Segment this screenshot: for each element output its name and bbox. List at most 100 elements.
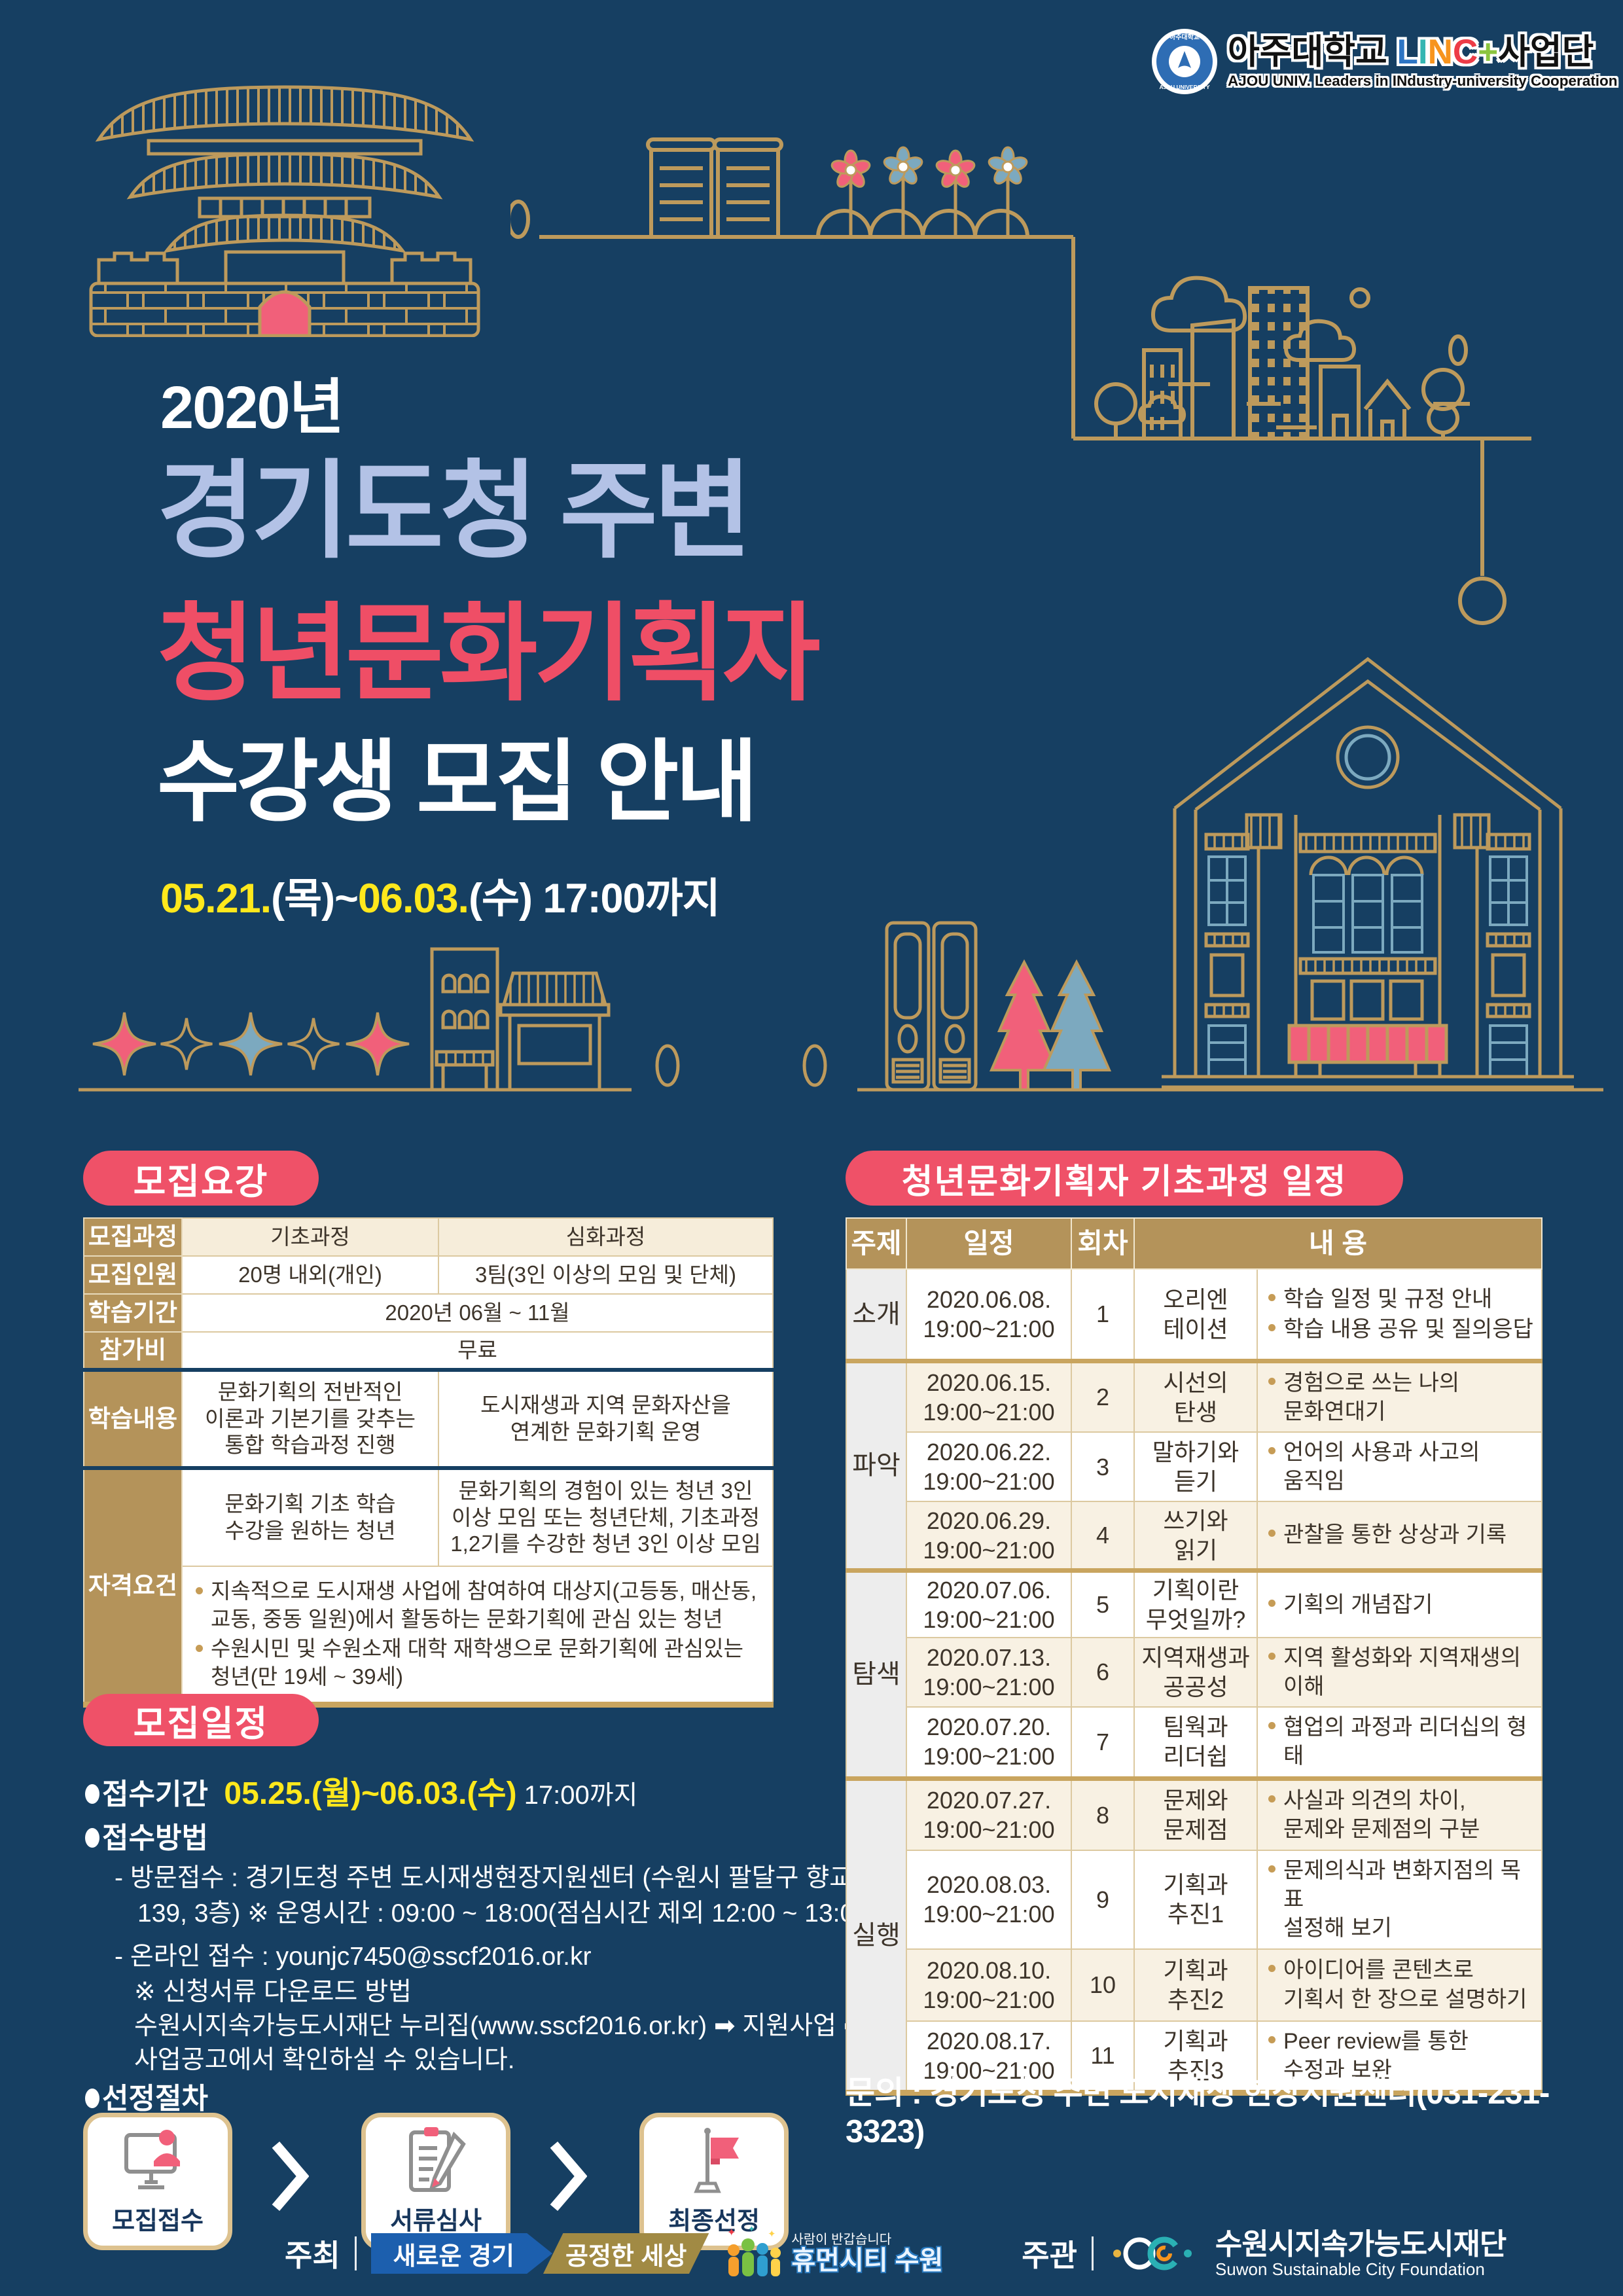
- recruit-heading-pill: 모집요강: [83, 1151, 319, 1206]
- chevron-right-icon: [550, 2141, 587, 2212]
- content-cell: 기획의 개념잡기: [1256, 1568, 1543, 1638]
- svg-text:✦: ✦: [768, 2229, 776, 2240]
- table-row: 실행 2020.07.27. 19:00~21:00 8 문제와 문제점 사실과…: [846, 1776, 1543, 2094]
- footer: 주최 새로운 경기 공정한 세상 ✦ ✦ ✦ 사람이 반갑습니다 휴먼시티 수원…: [0, 2211, 1623, 2296]
- title-cell: 오리엔 테이션: [1133, 1268, 1258, 1361]
- svg-text:AJOU UNIVERSITY: AJOU UNIVERSITY: [1160, 84, 1210, 90]
- table-cell: 2020년 06월 ~ 11월: [181, 1293, 774, 1333]
- row-label: 학습내용: [83, 1368, 183, 1469]
- download-line2: 수원시지속가능도시재단 누리집(www.sscf2016.or.kr) ➡ 지원…: [134, 2012, 865, 2040]
- bullet-dot-icon: [1268, 1599, 1275, 1607]
- title-cell: 기획이란 무엇일까?: [1133, 1568, 1258, 1638]
- bullet-dot-icon: [1268, 1293, 1275, 1301]
- table-cell: 문화기획 기초 학습 수강을 원하는 청년: [181, 1466, 439, 1567]
- title-cell: 말하기와 듣기: [1133, 1431, 1258, 1503]
- table-row: 2020.06.22. 19:00~21:00 3 말하기와 듣기 언어의 사용…: [846, 1431, 1543, 1503]
- bullet-dot-icon: [1268, 1530, 1275, 1537]
- content-cell: 문제의식과 변화지점의 목표 설정해 보기: [1256, 1850, 1543, 1950]
- date-cell: 2020.06.08. 19:00~21:00: [906, 1268, 1072, 1361]
- top-deco-illustration: [507, 134, 1610, 674]
- divider: [354, 2236, 357, 2270]
- apply-method-line: 접수방법: [85, 1814, 208, 1856]
- no-cell: 11: [1071, 2020, 1135, 2094]
- bullet-dot-icon: [1268, 1865, 1275, 1873]
- table-cell: 도시재생과 지역 문화자산을 연계한 문화기획 운영: [438, 1368, 774, 1469]
- step-label: 모집접수: [112, 2208, 204, 2235]
- date-cell: 2020.06.15. 19:00~21:00: [906, 1358, 1072, 1433]
- table-row: 모집인원 20명 내외(개인) 3팀(3인 이상의 모임 및 단체): [83, 1255, 774, 1295]
- hwaseong-gate-illustration: [75, 56, 494, 340]
- title-line-recruit: 수강생 모집 안내: [157, 732, 758, 833]
- date-cell: 2020.08.17. 19:00~21:00: [906, 2020, 1072, 2094]
- table-cell: 문화기획의 경험이 있는 청년 3인 이상 모임 또는 청년단체, 기초과정 1…: [438, 1466, 774, 1567]
- table-cell: 심화과정: [438, 1217, 774, 1257]
- no-cell: 6: [1071, 1636, 1135, 1708]
- visit-apply-line2: 139, 3층) ※ 운영시간 : 09:00 ~ 18:00(점심시간 제외 …: [137, 1899, 877, 1928]
- row-label: 참가비: [83, 1331, 183, 1371]
- logo-title: 아주대학교 LINC+사업단: [1228, 33, 1594, 72]
- ajou-seal-icon: 아주대학교 AJOU UNIVERSITY 1973: [1150, 27, 1219, 96]
- table-row: 탐색 2020.07.06. 19:00~21:00 5 기획이란 무엇일까? …: [846, 1568, 1543, 1779]
- humancity-people-icon: ✦ ✦ ✦: [727, 2225, 781, 2276]
- step-box-apply: 모집접수: [83, 2113, 232, 2250]
- contact-line: 문의 : 경기도청 주변 도시재생 현장지원센터(031-231-3323): [846, 2075, 1550, 2149]
- table-row: 모집과정 기초과정 심화과정: [83, 1217, 774, 1257]
- table-row: 학습내용 문화기획의 전반적인 이론과 기본기를 갖추는 통합 학습과정 진행 …: [83, 1368, 774, 1469]
- table-row: 참가비 무료: [83, 1331, 774, 1371]
- download-line3: 사업공고에서 확인하실 수 있습니다.: [134, 2046, 515, 2074]
- bullet-dot-icon: [196, 1644, 203, 1652]
- date-cell: 2020.07.20. 19:00~21:00: [906, 1706, 1072, 1779]
- table-cell: 20명 내외(개인): [181, 1255, 439, 1295]
- table-row: 파악 2020.06.15. 19:00~21:00 2 시선의 탄생 경험으로…: [846, 1358, 1543, 1571]
- table-header-row: 주제 일정 회차 내 용: [846, 1217, 1543, 1270]
- no-cell: 1: [1071, 1268, 1135, 1361]
- humancity-logo-text: 사람이 반갑습니다 휴먼시티 수원: [791, 2232, 944, 2275]
- content-cell: 관찰을 통한 상상과 기록: [1256, 1501, 1543, 1571]
- header-cell: 주제: [846, 1217, 907, 1270]
- qualification-bullet: 지속적으로 도시재생 사업에 참여하여 대상지(고등동, 매산동, 교동, 중동…: [194, 1577, 760, 1634]
- date-cell: 2020.06.22. 19:00~21:00: [906, 1431, 1072, 1503]
- bullet-dot-icon: [1268, 1377, 1275, 1385]
- header-cell: 회차: [1071, 1217, 1135, 1270]
- date-cell: 2020.06.29. 19:00~21:00: [906, 1501, 1072, 1571]
- step-label: 최종선정: [668, 2208, 760, 2235]
- title-cell: 팀웍과 리더쉽: [1133, 1706, 1258, 1779]
- svg-text:✦: ✦: [748, 2225, 755, 2234]
- table-row: 2020.07.13. 19:00~21:00 6 지역재생과 공공성 지역 활…: [846, 1636, 1543, 1708]
- apply-heading-pill: 모집일정: [83, 1694, 319, 1746]
- bullet-dot-icon: [1268, 1795, 1275, 1803]
- content-cell: 학습 일정 및 규정 안내 학습 내용 공유 및 질의응답: [1256, 1268, 1543, 1361]
- date-cell: 2020.07.27. 19:00~21:00: [906, 1776, 1072, 1851]
- content-cell: 사실과 의견의 차이, 문제와 문제점의 구분: [1256, 1776, 1543, 1851]
- content-cell: 언어의 사용과 사고의 움직임: [1256, 1431, 1543, 1503]
- date-cell: 2020.08.03. 19:00~21:00: [906, 1850, 1072, 1950]
- header-cell: 일정: [906, 1217, 1072, 1270]
- title-cell: 지역재생과 공공성: [1133, 1636, 1258, 1708]
- sscf-logo-text: 수원시지속가능도시재단 Suwon Sustainable City Found…: [1215, 2227, 1507, 2280]
- apply-period-line: 접수기간 05.25.(월)~06.03.(수) 17:00까지: [85, 1767, 637, 1813]
- content-cell: 협업의 과정과 리더십의 형태: [1256, 1706, 1543, 1779]
- bullet-dot-icon: [1268, 1323, 1275, 1331]
- download-line1: ※ 신청서류 다운로드 방법: [134, 1978, 412, 2006]
- fair-world-banner: 공정한 세상: [543, 2233, 709, 2274]
- clipboard-pencil-icon: [409, 2127, 466, 2192]
- schedule-heading-pill: 청년문화기획자 기초과정 일정: [846, 1151, 1403, 1206]
- bullet-circle-icon: [85, 2089, 102, 2111]
- date-cell: 2020.08.10. 19:00~21:00: [906, 1948, 1072, 2022]
- header-cell: 내 용: [1133, 1217, 1543, 1270]
- table-cell: 지속적으로 도시재생 사업에 참여하여 대상지(고등동, 매산동, 교동, 중동…: [181, 1565, 774, 1706]
- table-row: 학습기간 2020년 06월 ~ 11월: [83, 1293, 774, 1333]
- table-row: 2020.08.17. 19:00~21:00 11 기획과 추진3 Peer …: [846, 2020, 1543, 2094]
- logo-subtitle: AJOU UNIV. Leaders in INdustry-universit…: [1228, 73, 1618, 89]
- date-cell: 2020.07.13. 19:00~21:00: [906, 1636, 1072, 1708]
- content-cell: Peer review를 통한 수정과 보완: [1256, 2020, 1543, 2094]
- chevron-right-icon: [272, 2141, 309, 2212]
- bullet-dot-icon: [196, 1587, 203, 1594]
- table-cell: 기초과정: [181, 1217, 439, 1257]
- bullet-circle-icon: [85, 1828, 102, 1850]
- theme-cell: 탐색: [846, 1568, 907, 1779]
- row-label: 자격요건: [83, 1465, 183, 1706]
- step-label: 서류심사: [390, 2208, 482, 2235]
- svg-text:1973: 1973: [1178, 78, 1191, 84]
